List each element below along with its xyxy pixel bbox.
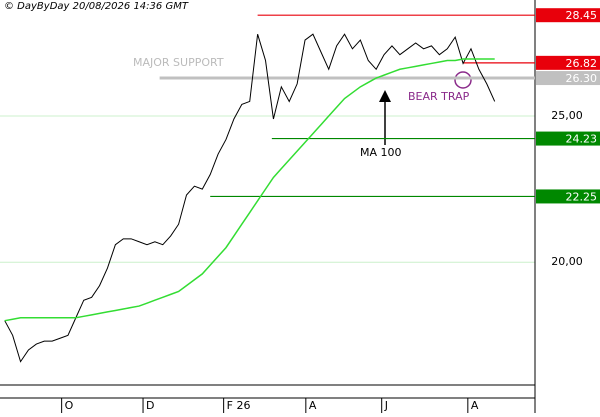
y-tick-label: 20,00 <box>551 255 583 268</box>
level-box <box>536 71 600 86</box>
level-label: 22.25 <box>566 190 598 203</box>
y-tick-label: 25,00 <box>551 109 583 122</box>
level-box <box>536 189 600 204</box>
level-box <box>536 131 600 146</box>
support-label: MAJOR SUPPORT <box>133 56 224 69</box>
ma-label: MA 100 <box>360 146 402 159</box>
x-tick-label: J <box>384 399 388 412</box>
level-label: 26.82 <box>566 57 598 70</box>
level-box <box>536 8 600 23</box>
x-tick-label: D <box>146 399 154 412</box>
level-label: 26.30 <box>566 72 598 85</box>
level-box <box>536 55 600 70</box>
level-label: 28.45 <box>566 9 598 22</box>
trap-label: BEAR TRAP <box>408 90 470 103</box>
series-line <box>4 58 495 322</box>
x-tick-label: A <box>309 399 317 412</box>
series-line <box>4 33 496 363</box>
header: © DayByDay 20/08/2026 14:36 GMT <box>4 1 189 12</box>
x-tick-label: F 26 <box>227 399 251 412</box>
level-label: 24.23 <box>566 133 598 146</box>
x-tick-label: A <box>471 399 479 412</box>
x-tick-label: O <box>65 399 74 412</box>
trap-circle <box>454 71 472 89</box>
arrow-head <box>379 90 391 102</box>
